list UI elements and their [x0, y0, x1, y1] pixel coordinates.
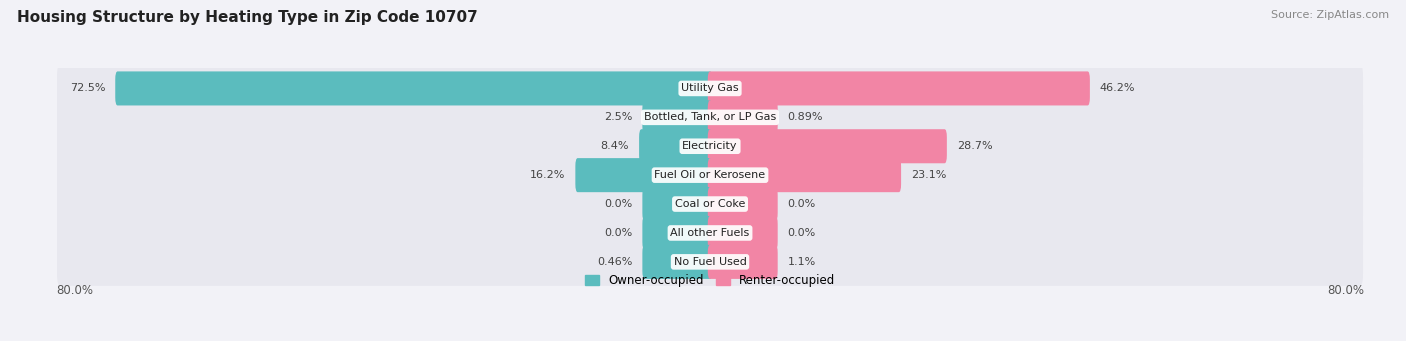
FancyBboxPatch shape: [640, 129, 713, 163]
Text: 80.0%: 80.0%: [56, 284, 93, 297]
FancyBboxPatch shape: [643, 100, 713, 134]
FancyBboxPatch shape: [643, 216, 713, 250]
Text: 0.46%: 0.46%: [598, 257, 633, 267]
FancyBboxPatch shape: [707, 129, 946, 163]
FancyBboxPatch shape: [58, 64, 1362, 113]
FancyBboxPatch shape: [707, 245, 778, 279]
Text: 0.0%: 0.0%: [605, 199, 633, 209]
FancyBboxPatch shape: [707, 71, 1090, 105]
FancyBboxPatch shape: [643, 187, 713, 221]
FancyBboxPatch shape: [707, 216, 778, 250]
FancyBboxPatch shape: [58, 151, 1362, 199]
Text: 0.0%: 0.0%: [787, 228, 815, 238]
Text: Fuel Oil or Kerosene: Fuel Oil or Kerosene: [654, 170, 766, 180]
Text: 0.0%: 0.0%: [605, 228, 633, 238]
FancyBboxPatch shape: [707, 158, 901, 192]
Text: Source: ZipAtlas.com: Source: ZipAtlas.com: [1271, 10, 1389, 20]
Text: 0.89%: 0.89%: [787, 112, 823, 122]
Text: 1.1%: 1.1%: [787, 257, 815, 267]
FancyBboxPatch shape: [58, 238, 1362, 286]
FancyBboxPatch shape: [58, 122, 1362, 170]
Text: 46.2%: 46.2%: [1099, 84, 1136, 93]
FancyBboxPatch shape: [707, 100, 778, 134]
Text: Bottled, Tank, or LP Gas: Bottled, Tank, or LP Gas: [644, 112, 776, 122]
Text: 80.0%: 80.0%: [1327, 284, 1364, 297]
Text: 72.5%: 72.5%: [70, 84, 105, 93]
Text: 2.5%: 2.5%: [605, 112, 633, 122]
Legend: Owner-occupied, Renter-occupied: Owner-occupied, Renter-occupied: [582, 271, 838, 289]
Text: Housing Structure by Heating Type in Zip Code 10707: Housing Structure by Heating Type in Zip…: [17, 10, 478, 25]
Text: Electricity: Electricity: [682, 141, 738, 151]
FancyBboxPatch shape: [643, 245, 713, 279]
Text: All other Fuels: All other Fuels: [671, 228, 749, 238]
Text: Utility Gas: Utility Gas: [682, 84, 738, 93]
FancyBboxPatch shape: [58, 209, 1362, 257]
Text: 16.2%: 16.2%: [530, 170, 565, 180]
Text: 23.1%: 23.1%: [911, 170, 946, 180]
Text: No Fuel Used: No Fuel Used: [673, 257, 747, 267]
FancyBboxPatch shape: [707, 187, 778, 221]
Text: 0.0%: 0.0%: [787, 199, 815, 209]
FancyBboxPatch shape: [575, 158, 713, 192]
Text: 28.7%: 28.7%: [957, 141, 993, 151]
FancyBboxPatch shape: [115, 71, 713, 105]
Text: 8.4%: 8.4%: [600, 141, 628, 151]
Text: Coal or Coke: Coal or Coke: [675, 199, 745, 209]
FancyBboxPatch shape: [58, 180, 1362, 228]
FancyBboxPatch shape: [58, 93, 1362, 141]
